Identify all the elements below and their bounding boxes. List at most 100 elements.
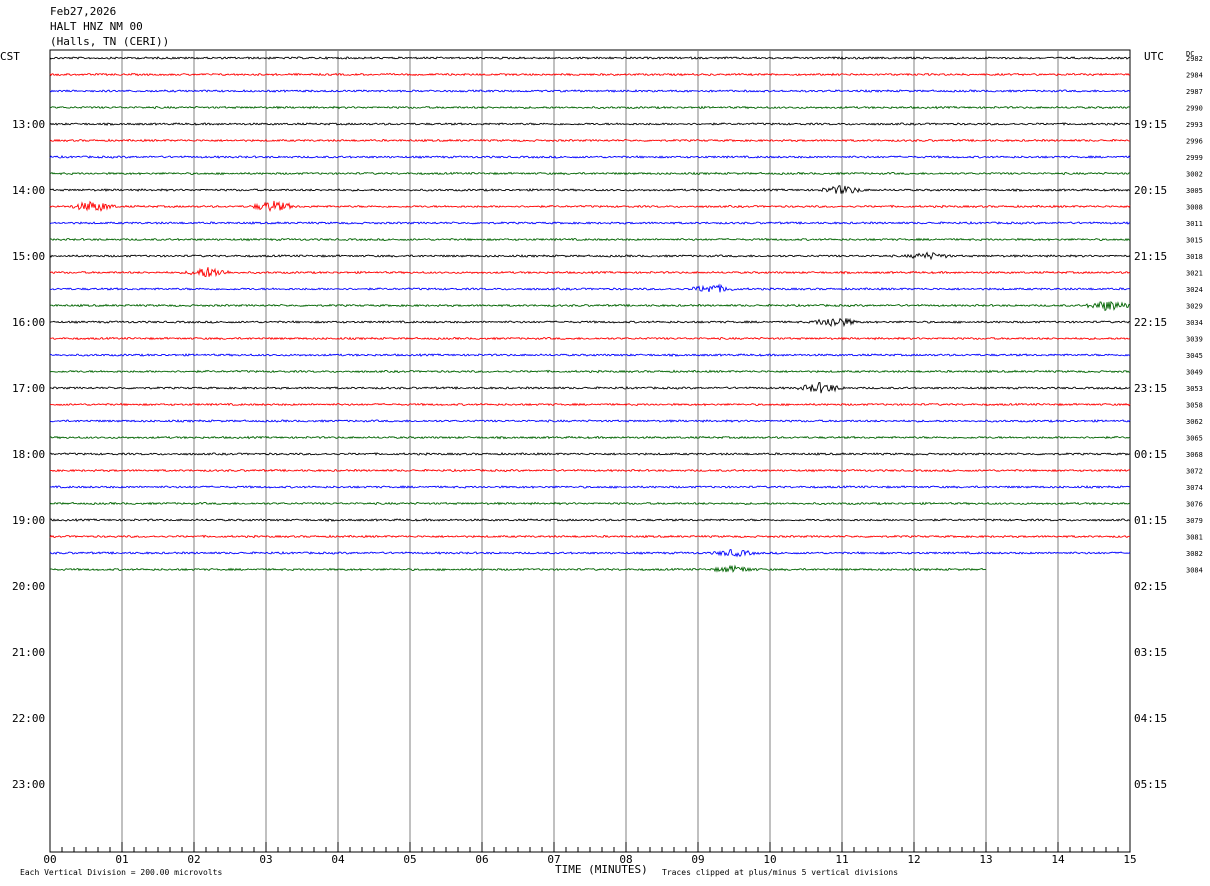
right-hour-label: 23:15 [1134, 382, 1167, 395]
dc-offset-label: 3039 [1186, 336, 1203, 344]
left-hour-label: 17:00 [12, 382, 45, 395]
dc-offset-label: 3045 [1186, 352, 1203, 360]
right-hour-label: 02:15 [1134, 580, 1167, 593]
x-tick-label: 01 [115, 853, 128, 866]
dc-offset-label: 3024 [1186, 286, 1203, 294]
right-hour-label: 03:15 [1134, 646, 1167, 659]
dc-offset-label: 3008 [1186, 204, 1203, 212]
left-hour-label: 14:00 [12, 184, 45, 197]
trace-line [49, 56, 1131, 60]
trace-line [49, 237, 1131, 242]
dc-label: DC [1186, 50, 1194, 58]
trace-line [49, 185, 1131, 195]
trace-line [49, 105, 1131, 110]
trace-group [49, 56, 1131, 573]
dc-offset-label: 3049 [1186, 369, 1203, 377]
x-tick-label: 00 [43, 853, 56, 866]
dc-offset-label: 3084 [1186, 567, 1203, 575]
left-hour-label: 16:00 [12, 316, 45, 329]
dc-offset-label: 3053 [1186, 385, 1203, 393]
dc-offset-label: 3058 [1186, 402, 1203, 410]
trace-line [49, 452, 1131, 456]
x-tick-label: 07 [547, 853, 560, 866]
trace-line [49, 200, 1131, 212]
left-hour-label: 15:00 [12, 250, 45, 263]
header-date: Feb27,2026 [50, 5, 116, 18]
x-tick-label: 12 [907, 853, 920, 866]
trace-line [49, 534, 1130, 539]
dc-offset-label: 3011 [1186, 220, 1203, 228]
x-tick-label: 10 [763, 853, 776, 866]
trace-line [49, 251, 1131, 261]
trace-line [49, 267, 1131, 278]
dc-offset-label: 3065 [1186, 435, 1203, 443]
right-hour-label: 05:15 [1134, 778, 1167, 791]
trace-line [49, 369, 1131, 374]
trace-line [49, 485, 1131, 489]
dc-offset-label: 3021 [1186, 270, 1203, 278]
left-timezone-label: CST [0, 50, 20, 63]
left-hour-label: 20:00 [12, 580, 45, 593]
x-tick-label: 06 [475, 853, 488, 866]
trace-line [49, 221, 1131, 225]
trace-line [49, 300, 1131, 312]
dc-offset-label: 2996 [1186, 138, 1203, 146]
dc-offset-label: 2987 [1186, 88, 1203, 96]
dc-offset-label: 3005 [1186, 187, 1203, 195]
right-hour-label: 22:15 [1134, 316, 1167, 329]
left-hour-label: 21:00 [12, 646, 45, 659]
dc-offset-labels: 2982 2984 2987 2990 2993 2996 2999 3002 3005 3008… [1186, 55, 1203, 575]
dc-offset-label: 3018 [1186, 253, 1203, 261]
x-tick-label: 03 [259, 853, 272, 866]
trace-line [49, 72, 1131, 77]
plot-frame [49, 49, 1131, 853]
right-hour-label: 20:15 [1134, 184, 1167, 197]
x-tick-label: 04 [331, 853, 345, 866]
trace-line [49, 317, 1131, 328]
left-hour-label: 13:00 [12, 118, 45, 131]
dc-offset-label: 2993 [1186, 121, 1203, 129]
trace-line [49, 122, 1131, 126]
trace-line [49, 89, 1131, 93]
trace-line [49, 548, 1131, 558]
dc-offset-label: 2982 [1186, 55, 1203, 63]
dc-offset-label: 3029 [1186, 303, 1203, 311]
header-station: HALT HNZ NM 00 [50, 20, 143, 33]
clip-note: Traces clipped at plus/minus 5 vertical … [662, 868, 898, 877]
trace-line [49, 138, 1131, 143]
trace-line [49, 171, 1131, 176]
right-timezone-label: UTC [1144, 50, 1164, 63]
x-axis-title: TIME (MINUTES) [555, 863, 648, 876]
x-tick-label: 11 [835, 853, 848, 866]
dc-offset-label: 2984 [1186, 72, 1203, 80]
dc-offset-label: 2990 [1186, 105, 1203, 113]
trace-line [49, 283, 1131, 293]
trace-line [49, 336, 1131, 341]
dc-offset-label: 3081 [1186, 534, 1203, 542]
right-hour-label: 19:15 [1134, 118, 1167, 131]
right-hour-label: 01:15 [1134, 514, 1167, 527]
trace-line [49, 382, 1131, 394]
x-tick-label: 14 [1051, 853, 1065, 866]
dc-offset-label: 3074 [1186, 484, 1203, 492]
hour-labels: 13:00 14:00 15:00 16:00 17:00 18:00 19:00 20:00… [12, 118, 1167, 791]
dc-offset-label: 3015 [1186, 237, 1203, 245]
plot-grid [49, 49, 1131, 853]
x-axis: 00 01 02 03 04 05 06 07 08 09 10 11 12 13 14 15 [43, 842, 1137, 866]
right-hour-label: 21:15 [1134, 250, 1167, 263]
x-tick-label: 09 [691, 853, 704, 866]
left-hour-label: 18:00 [12, 448, 45, 461]
left-hour-label: 23:00 [12, 778, 45, 791]
dc-offset-label: 3076 [1186, 501, 1203, 509]
right-hour-label: 04:15 [1134, 712, 1167, 725]
trace-line [49, 155, 1131, 159]
trace-line [49, 353, 1131, 357]
x-tick-label: 05 [403, 853, 416, 866]
left-hour-label: 22:00 [12, 712, 45, 725]
x-tick-label: 08 [619, 853, 632, 866]
dc-offset-label: 2999 [1186, 154, 1203, 162]
x-tick-label: 02 [187, 853, 200, 866]
dc-offset-label: 3002 [1186, 171, 1203, 179]
trace-line [49, 501, 1131, 506]
